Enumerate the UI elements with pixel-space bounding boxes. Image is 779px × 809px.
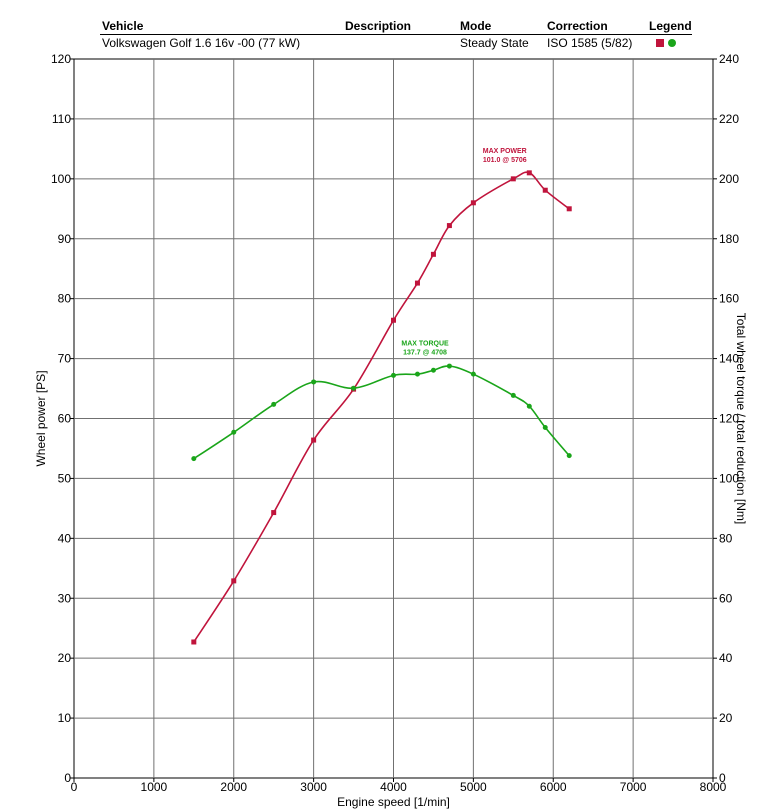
power-data-point — [311, 437, 317, 443]
torque-data-point — [566, 453, 572, 459]
power-data-point — [446, 223, 452, 229]
vehicle-label: Vehicle — [102, 19, 144, 33]
mode-label: Mode — [460, 19, 492, 33]
legend-torque-circle-icon — [668, 39, 676, 47]
power-data-point — [231, 578, 237, 584]
legend-label: Legend — [649, 19, 692, 33]
x-tick-label: 8000 — [700, 780, 727, 794]
torque-data-point — [351, 385, 357, 391]
y2-tick-label: 200 — [719, 172, 739, 186]
grid-lines — [70, 58, 717, 782]
y2-tick-label: 0 — [719, 771, 726, 785]
power-data-point — [470, 200, 476, 206]
torque-annotation-text: 137.7 @ 4708 — [403, 349, 447, 356]
power-data-point — [542, 187, 548, 193]
y2-tick-label: 100 — [719, 471, 739, 485]
y-tick-label: 50 — [58, 471, 72, 485]
description-label: Description — [345, 19, 412, 33]
header-values-row: Volkswagen Golf 1.6 16v -00 (77 kW) Stea… — [100, 35, 692, 51]
y-tick-label: 30 — [58, 591, 72, 605]
x-tick-label: 1000 — [141, 780, 168, 794]
x-tick-label: 2000 — [220, 780, 247, 794]
x-tick-label: 7000 — [620, 780, 647, 794]
torque-data-point — [526, 403, 532, 409]
y-tick-label: 20 — [58, 651, 72, 665]
y2-tick-label: 160 — [719, 292, 739, 306]
correction-value: ISO 1585 (5/82) — [547, 36, 633, 50]
y2-axis-title: Total wheel torque / total reduction [Nm… — [734, 313, 748, 524]
chart-header: Vehicle Description Mode Correction Lege… — [100, 18, 692, 52]
series-layer — [191, 170, 572, 645]
y-tick-label: 110 — [52, 112, 71, 126]
y2-tick-label: 240 — [719, 52, 739, 66]
y-tick-label: 90 — [58, 232, 72, 246]
x-tick-label: 4000 — [380, 780, 407, 794]
y2-tick-label: 80 — [719, 531, 733, 545]
power-data-point — [391, 317, 396, 323]
torque-data-point — [271, 401, 277, 407]
torque-data-point — [446, 363, 452, 369]
torque-data-point — [191, 456, 197, 462]
x-tick-label: 5000 — [460, 780, 487, 794]
power-annotation-text: MAX POWER — [483, 148, 527, 155]
tick-labels: 0 1000 2000 3000 4000 5000 6000 7000 80000102030… — [51, 52, 739, 794]
x-tick-label: 6000 — [540, 780, 567, 794]
correction-label: Correction — [547, 19, 608, 33]
y2-tick-label: 140 — [719, 352, 739, 366]
y-tick-label: 0 — [64, 771, 71, 785]
y2-tick-label: 20 — [719, 711, 733, 725]
torque-data-point — [510, 392, 516, 398]
annotations: MAX POWER 101.0 @ 5706 MAX TORQUE 137.7 @ 4… — [401, 148, 526, 357]
y2-tick-label: 220 — [719, 112, 739, 126]
torque-data-point — [391, 372, 396, 378]
power-data-point — [414, 280, 420, 286]
y2-tick-label: 180 — [719, 232, 739, 246]
power-data-point — [510, 176, 516, 182]
power-data-point — [191, 639, 197, 645]
x-tick-label: 3000 — [300, 780, 327, 794]
torque-data-point — [414, 371, 420, 377]
power-annotation-text: 101.0 @ 5706 — [483, 157, 527, 164]
y2-tick-label: 120 — [719, 412, 739, 426]
torque-data-point — [430, 367, 436, 373]
power-data-point — [271, 510, 277, 516]
torque-data-point — [311, 379, 317, 385]
y-tick-label: 100 — [51, 172, 71, 186]
power-data-point — [526, 170, 532, 176]
y-tick-label: 60 — [58, 412, 72, 426]
torque-data-point — [231, 429, 237, 435]
power-data-point — [430, 251, 436, 257]
vehicle-value: Volkswagen Golf 1.6 16v -00 (77 kW) — [102, 36, 301, 50]
y-tick-label: 70 — [58, 352, 72, 366]
y-tick-label: 10 — [58, 711, 72, 725]
y-axis-title: Wheel power [PS] — [34, 370, 48, 466]
y2-tick-label: 40 — [719, 651, 733, 665]
torque-data-point — [470, 371, 476, 377]
y-tick-label: 40 — [58, 531, 72, 545]
x-axis-title: Engine speed [1/min] — [337, 795, 450, 809]
mode-value: Steady State — [460, 36, 529, 50]
torque-annotation-text: MAX TORQUE — [401, 340, 449, 347]
x-tick-label: 0 — [71, 780, 78, 794]
header-labels-row: Vehicle Description Mode Correction Lege… — [100, 18, 692, 35]
y2-tick-label: 60 — [719, 591, 733, 605]
y-tick-label: 80 — [58, 292, 72, 306]
legend-power-square-icon — [656, 39, 664, 47]
torque-data-point — [542, 424, 548, 430]
power-data-point — [566, 206, 572, 212]
y-tick-label: 120 — [51, 52, 71, 66]
torque-series — [191, 363, 572, 462]
